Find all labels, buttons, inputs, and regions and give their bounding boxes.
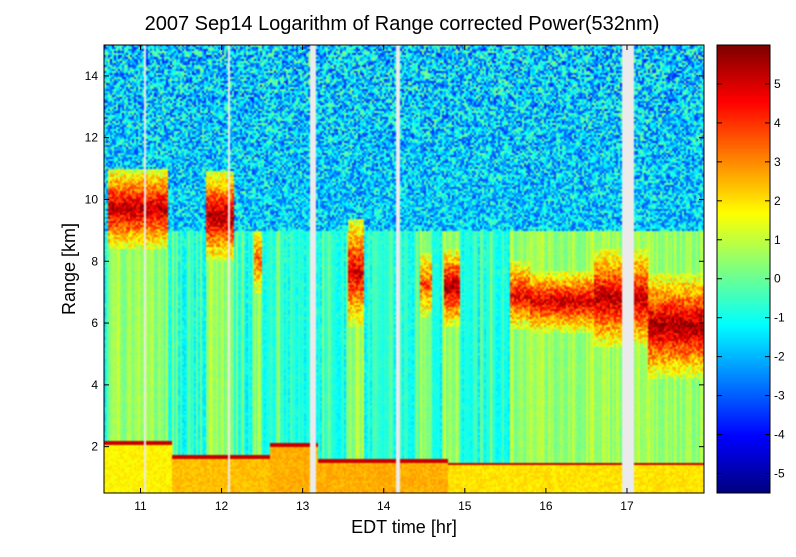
x-tick-label: 13 xyxy=(296,499,310,513)
colorbar-tick-label: -2 xyxy=(774,350,785,364)
x-tick-label: 17 xyxy=(620,499,634,513)
y-tick-label: 8 xyxy=(91,254,98,268)
colorbar-ticks: 5 4 3 2 1 0 -1 -2 -3 -4 -5 xyxy=(717,77,785,481)
y-tick-label: 4 xyxy=(91,378,98,392)
colorbar-tick-label: -5 xyxy=(774,467,785,481)
x-tick-label: 11 xyxy=(134,499,147,513)
y-tick-label: 6 xyxy=(91,316,98,330)
plot-area: 11 12 13 14 15 16 17 2 4 6 8 10 12 14 xyxy=(85,44,705,513)
y-tick-label: 12 xyxy=(85,131,99,145)
colorbar-tick-label: 2 xyxy=(774,194,781,208)
colorbar-tick-label: -4 xyxy=(774,428,785,442)
y-axis-label: Range [km] xyxy=(59,223,79,315)
colorbar-tick-label: 1 xyxy=(774,233,781,247)
heatmap-image xyxy=(104,45,704,493)
colorbar-tick-label: -1 xyxy=(774,311,785,325)
x-axis-label: EDT time [hr] xyxy=(351,517,457,537)
x-tick-label: 16 xyxy=(539,499,553,513)
x-tick-label: 12 xyxy=(215,499,229,513)
y-tick-label: 10 xyxy=(85,192,99,206)
chart-title: 2007 Sep14 Logarithm of Range corrected … xyxy=(145,13,660,35)
y-tick-label: 14 xyxy=(85,69,99,83)
colorbar-tick-label: 4 xyxy=(774,116,781,130)
x-tick-label: 15 xyxy=(458,499,472,513)
x-axis-ticks: 11 12 13 14 15 16 17 xyxy=(134,45,634,513)
x-tick-label: 14 xyxy=(377,499,391,513)
y-axis-ticks: 2 4 6 8 10 12 14 xyxy=(85,69,704,454)
colorbar: 5 4 3 2 1 0 -1 -2 -3 -4 -5 xyxy=(716,44,785,494)
colorbar-tick-label: 0 xyxy=(774,272,781,286)
colorbar-tick-label: -3 xyxy=(774,389,785,403)
colorbar-tick-label: 3 xyxy=(774,155,781,169)
plot-frame xyxy=(103,44,705,494)
y-tick-label: 2 xyxy=(91,440,98,454)
colorbar-image xyxy=(717,45,770,493)
colorbar-frame xyxy=(716,44,771,494)
colorbar-tick-label: 5 xyxy=(774,77,781,91)
